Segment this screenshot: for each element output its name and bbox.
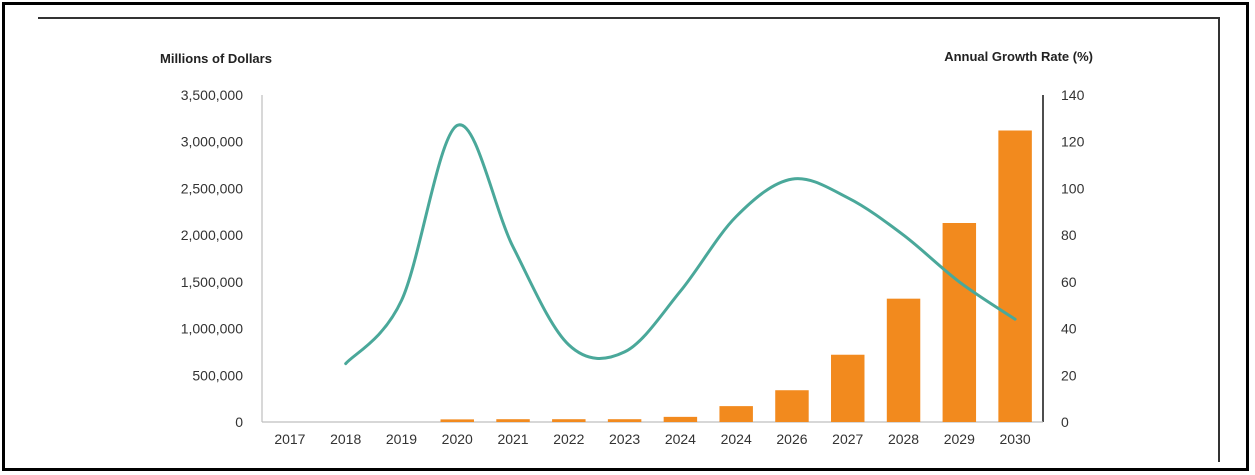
bar [552,419,586,422]
x-tick-label: 2026 [776,431,807,447]
bar [496,419,530,422]
right-axis-title: Annual Growth Rate (%) [944,49,1093,64]
x-tick-label: 2030 [1000,431,1031,447]
x-axis-ticks: 2017 2018 2019 2020 2021 2022 2023 2024 2024 2026… [274,431,1031,447]
right-tick-label: 140 [1061,87,1085,103]
left-axis-ticks: 0 500,000 1,000,000 1,500,000 2,000,000 2,500… [181,87,244,430]
left-tick-label: 1,000,000 [181,321,243,337]
bar [440,419,474,422]
bar-series [440,130,1032,422]
left-tick-label: 2,500,000 [181,180,243,196]
right-tick-label: 60 [1061,274,1077,290]
x-tick-label: 2028 [888,431,919,447]
right-tick-label: 100 [1061,180,1085,196]
x-tick-label: 2021 [497,431,528,447]
right-tick-label: 20 [1061,367,1077,383]
x-tick-label: 2024 [721,431,752,447]
bar [886,298,921,422]
x-tick-label: 2018 [330,431,361,447]
right-tick-label: 40 [1061,321,1077,337]
left-tick-label: 1,500,000 [181,274,243,290]
x-tick-label: 2022 [553,431,584,447]
right-tick-label: 80 [1061,227,1077,243]
right-tick-label: 0 [1061,414,1069,430]
bar [663,416,698,422]
left-tick-label: 3,500,000 [181,87,243,103]
right-axis-ticks: 0 20 40 60 80 100 120 140 [1061,87,1085,430]
left-tick-label: 0 [235,414,243,430]
x-tick-label: 2019 [386,431,417,447]
left-axis-title: Millions of Dollars [160,51,272,66]
bar [607,419,642,422]
bar [998,130,1032,422]
bar [719,406,753,422]
x-tick-label: 2024 [665,431,696,447]
x-tick-label: 2027 [832,431,863,447]
left-tick-label: 500,000 [192,367,243,383]
x-tick-label: 2023 [609,431,640,447]
left-tick-label: 3,000,000 [181,134,243,150]
x-tick-label: 2020 [442,431,473,447]
inner-top-border [38,17,1220,19]
growth-rate-line [344,123,1017,366]
right-tick-label: 120 [1061,134,1085,150]
inner-right-border [1218,17,1220,462]
x-tick-label: 2029 [944,431,975,447]
left-tick-label: 2,000,000 [181,227,243,243]
bar [775,390,809,422]
bar [942,222,977,422]
bar [831,354,865,422]
x-tick-label: 2017 [274,431,305,447]
